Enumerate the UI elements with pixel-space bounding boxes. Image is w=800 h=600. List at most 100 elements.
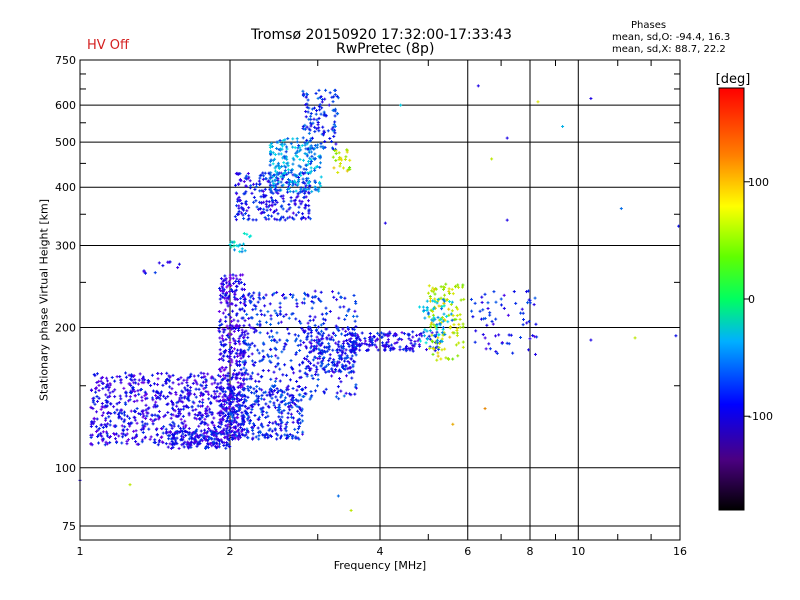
data-point [105,432,109,436]
data-point [268,420,272,424]
grid [80,60,680,540]
data-point [278,407,282,411]
data-point [481,333,485,337]
data-point [233,215,237,219]
data-point [279,419,283,423]
data-point [325,337,329,341]
data-point [286,161,290,165]
data-point [328,309,332,313]
data-point [305,346,309,350]
data-point [319,290,323,294]
data-point [375,337,379,341]
data-point [307,117,311,121]
data-point [282,409,286,413]
data-point [303,141,307,145]
data-point [330,95,334,99]
data-point [252,364,256,368]
data-point [187,411,191,415]
data-point [442,304,446,308]
data-point [373,343,377,347]
data-point [292,158,296,162]
data-point [185,396,189,400]
data-point [254,185,258,189]
data-point [109,402,113,406]
data-point [407,337,411,341]
data-point [112,405,116,409]
data-point [225,418,229,422]
data-point [257,430,261,434]
data-point [351,349,355,353]
data-point [300,216,304,220]
data-point [218,430,222,434]
data-point [305,152,309,156]
data-point [89,406,93,410]
data-point [478,309,482,313]
data-point [158,397,162,401]
data-point [158,438,162,442]
data-point [342,344,346,348]
data-point [95,410,99,414]
data-point [233,425,237,429]
data-point [222,432,226,436]
data-point [335,348,339,352]
data-point [327,342,331,346]
data-point [157,417,161,421]
data-point [238,250,242,254]
data-point [267,428,271,432]
data-point [352,328,356,332]
data-point [333,109,337,113]
data-point [323,97,327,101]
data-point [272,182,276,186]
data-point [264,320,268,324]
data-point [244,201,248,205]
data-point [241,422,245,426]
data-point [107,411,111,415]
data-point [134,381,138,385]
data-point [250,341,254,345]
data-point [178,398,182,402]
data-point [451,314,455,318]
data-point [247,292,251,296]
data-point [246,387,250,391]
data-point [298,145,302,149]
data-point [304,103,308,107]
data-point [283,433,287,437]
data-point [307,215,311,219]
data-point [314,112,318,116]
data-point [249,374,253,378]
data-point [231,276,235,280]
data-point [286,137,290,141]
data-point [233,417,237,421]
data-point [273,346,277,350]
data-point [316,143,320,147]
data-point [324,364,328,368]
data-point [283,403,287,407]
data-point [218,352,222,356]
data-point [299,343,303,347]
data-point [279,428,283,432]
data-point [308,170,312,174]
data-point [438,322,442,326]
data-point [223,328,227,332]
data-point [204,386,208,390]
data-point [258,297,262,301]
data-point [313,152,317,156]
data-point [479,317,483,321]
data-point [275,398,279,402]
data-point [446,320,450,324]
data-point [250,407,254,411]
data-point [335,298,339,302]
data-point [310,394,314,398]
data-point [295,183,299,187]
data-point [101,387,105,391]
data-point [409,341,413,345]
data-point [326,129,330,133]
data-point [435,327,439,331]
data-point [243,404,247,408]
data-point [153,413,157,417]
data-point [236,422,240,426]
data-point [384,345,388,349]
data-point [328,356,332,360]
data-point [268,400,272,404]
data-point [242,282,246,286]
